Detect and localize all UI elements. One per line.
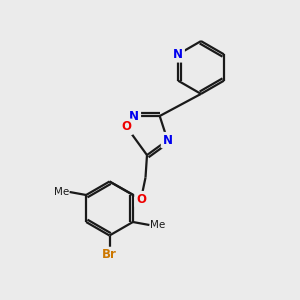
Text: Br: Br <box>102 248 117 262</box>
Text: O: O <box>136 193 146 206</box>
Text: Me: Me <box>150 220 165 230</box>
Text: N: N <box>173 48 183 61</box>
Text: N: N <box>129 110 139 122</box>
Text: O: O <box>122 120 131 133</box>
Text: Me: Me <box>54 187 69 197</box>
Text: N: N <box>163 134 172 147</box>
